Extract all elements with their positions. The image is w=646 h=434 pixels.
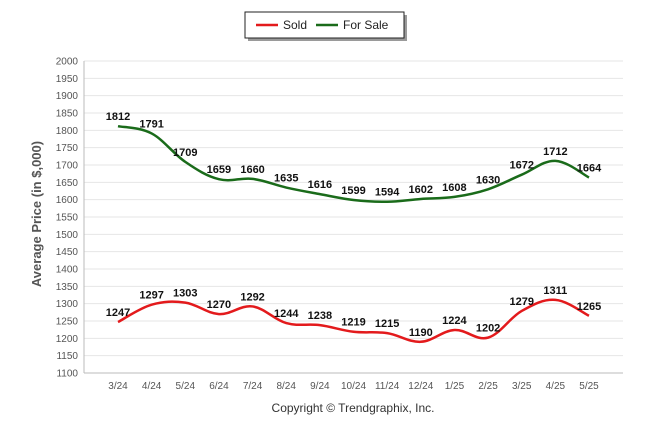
y-tick-label: 1400 — [56, 265, 79, 276]
y-tick-label: 1450 — [56, 247, 79, 258]
x-tick-label: 1/25 — [445, 381, 465, 392]
legend-label-sold[interactable]: Sold — [283, 18, 307, 32]
axes — [83, 61, 623, 374]
x-tick-label: 2/25 — [478, 381, 498, 392]
y-tick-label: 1650 — [56, 178, 79, 189]
data-label-sold: 1311 — [543, 285, 567, 297]
y-tick-label: 1800 — [56, 126, 79, 137]
data-label-sold: 1202 — [476, 323, 500, 335]
x-tick-label: 3/24 — [108, 381, 128, 392]
data-label-sold: 1224 — [442, 315, 467, 327]
data-label-sold: 1279 — [509, 296, 533, 308]
y-tick-label: 1250 — [56, 317, 79, 328]
data-label-sold: 1297 — [139, 290, 163, 302]
data-label-for-sale: 1608 — [442, 182, 466, 194]
data-label-for-sale: 1630 — [476, 174, 500, 186]
data-label-sold: 1247 — [106, 307, 130, 319]
data-label-for-sale: 1709 — [173, 147, 197, 159]
series-line-sold — [117, 298, 590, 344]
data-label-for-sale: 1599 — [341, 185, 365, 197]
data-label-sold: 1265 — [577, 301, 601, 313]
y-tick-label: 1950 — [56, 74, 79, 85]
data-label-for-sale: 1664 — [577, 162, 602, 174]
y-tick-label: 1550 — [56, 213, 79, 224]
y-tick-label: 1700 — [56, 161, 79, 172]
data-label-for-sale: 1659 — [207, 164, 231, 176]
x-tick-label: 8/24 — [276, 381, 296, 392]
y-tick-label: 1200 — [56, 334, 79, 345]
y-tick-label: 1900 — [56, 91, 79, 102]
data-label-for-sale: 1672 — [509, 160, 533, 172]
x-tick-label: 9/24 — [310, 381, 330, 392]
x-tick-label: 10/24 — [341, 381, 366, 392]
data-label-sold: 1303 — [173, 288, 197, 300]
y-tick-label: 1300 — [56, 299, 79, 310]
data-label-for-sale: 1791 — [139, 118, 163, 130]
data-label-for-sale: 1635 — [274, 173, 298, 185]
data-label-for-sale: 1616 — [308, 179, 332, 191]
copyright-credit: Copyright © Trendgraphix, Inc. — [272, 401, 435, 415]
data-label-for-sale: 1594 — [375, 187, 400, 199]
y-tick-label: 1150 — [56, 351, 78, 362]
y-tick-label: 1350 — [56, 282, 79, 293]
data-label-sold: 1292 — [240, 291, 264, 303]
x-tick-label: 6/24 — [209, 381, 229, 392]
data-label-sold: 1215 — [375, 318, 399, 330]
x-tick-label: 5/25 — [579, 381, 599, 392]
y-tick-label: 1500 — [56, 230, 79, 241]
data-label-sold: 1190 — [409, 327, 433, 339]
legend[interactable]: Sold For Sale — [244, 11, 407, 41]
y-tick-label: 1850 — [56, 109, 79, 120]
grid-lines — [84, 60, 623, 374]
y-tick-label: 1600 — [56, 195, 79, 206]
x-tick-label: 7/24 — [243, 381, 263, 392]
data-label-sold: 1270 — [207, 299, 231, 311]
y-tick-label: 1750 — [56, 143, 79, 154]
x-tick-label: 11/24 — [375, 381, 400, 392]
data-label-for-sale: 1812 — [106, 111, 130, 123]
data-label-sold: 1219 — [341, 317, 365, 329]
data-label-for-sale: 1660 — [240, 164, 264, 176]
series-layer — [117, 124, 590, 344]
y-tick-label: 2000 — [56, 57, 79, 68]
x-tick-label: 3/25 — [512, 381, 532, 392]
y-axis-title: Average Price (in $,000) — [29, 141, 44, 287]
x-tick-label: 4/25 — [546, 381, 566, 392]
series-line-for-sale — [117, 124, 590, 204]
data-label-sold: 1238 — [308, 310, 332, 322]
data-label-for-sale: 1712 — [543, 146, 567, 158]
y-tick-label: 1100 — [56, 369, 78, 380]
y-axis-ticks: 1100 1150 1200 1250 1300 1350 1400 1450 1500 1550… — [56, 57, 79, 380]
x-tick-label: 12/24 — [408, 381, 433, 392]
x-tick-label: 5/24 — [176, 381, 196, 392]
data-label-sold: 1244 — [274, 308, 299, 320]
x-axis-ticks: 3/24 4/24 5/24 6/24 7/24 8/24 9/24 10/24 11/24 12… — [108, 381, 599, 392]
legend-label-for-sale[interactable]: For Sale — [343, 18, 389, 32]
x-tick-label: 4/24 — [142, 381, 162, 392]
data-labels: 1247 1297 1303 1270 1292 1244 1238 1219 1215 1190… — [106, 111, 602, 339]
data-label-for-sale: 1602 — [409, 184, 433, 196]
